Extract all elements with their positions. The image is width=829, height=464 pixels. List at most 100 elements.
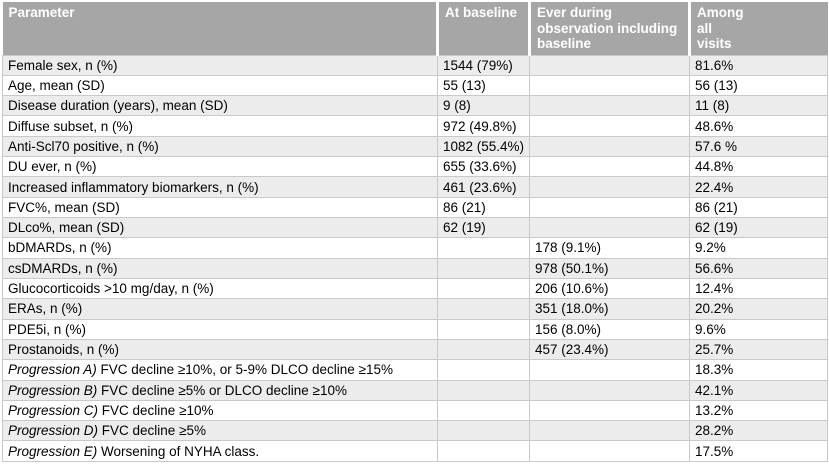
at-baseline-cell (437, 440, 530, 462)
ever-during-cell: 978 (50.1%) (529, 257, 690, 279)
table-row: Progression D) FVC decline ≥5% 28.2% (2, 420, 828, 442)
ever-during-cell (529, 359, 690, 381)
column-header-at-baseline: At baseline (436, 2, 530, 55)
parameter-text: PDE5i, n (%) (8, 321, 87, 337)
table-row: Glucocorticoids >10 mg/day, n (%) 206 (1… (2, 277, 828, 300)
table-row: PDE5i, n (%) 156 (8.0%) 9.6% (2, 318, 828, 340)
at-baseline-cell (437, 420, 530, 442)
parameter-cell: Age, mean (SD) (2, 74, 438, 97)
table-row: Progression A) FVC decline ≥10%, or 5-9%… (2, 359, 828, 381)
parameter-cell: FVC%, mean (SD) (2, 196, 438, 219)
ever-during-cell (529, 176, 690, 198)
at-baseline-cell: 972 (49.8%) (437, 115, 530, 137)
parameter-text: Prostanoids, n (%) (8, 342, 120, 358)
parameter-italic-prefix: Progression D) (8, 423, 99, 439)
header-row: Parameter At baseline Ever during observ… (2, 2, 828, 55)
parameter-cell: Progression C) FVC decline ≥10% (2, 399, 438, 422)
table-body: Female sex, n (%) 1544 (79%) 81.6% Age, … (2, 54, 828, 462)
among-all-visits-cell: 42.1% (689, 379, 828, 401)
parameter-cell: Progression E) Worsening of NYHA class. (2, 440, 438, 462)
at-baseline-cell (437, 257, 530, 279)
column-header-parameter: Parameter (2, 2, 438, 55)
parameter-italic-prefix: Progression A) (8, 362, 97, 378)
ever-during-cell (529, 216, 690, 239)
ever-during-cell (529, 135, 690, 158)
parameter-text: Increased inflammatory biomarkers, n (%) (8, 179, 259, 195)
table-row: Increased inflammatory biomarkers, n (%)… (2, 176, 828, 198)
table-row: csDMARDs, n (%) 978 (50.1%) 56.6% (2, 257, 828, 279)
table-row: FVC%, mean (SD) 86 (21) 86 (21) (2, 196, 828, 219)
among-all-visits-cell: 28.2% (689, 420, 828, 442)
ever-during-cell (529, 156, 690, 178)
among-all-visits-cell: 12.4% (689, 277, 828, 300)
among-all-visits-cell: 56.6% (689, 257, 828, 279)
parameter-cell: Diffuse subset, n (%) (2, 115, 438, 137)
among-all-visits-cell: 81.6% (689, 54, 828, 76)
table-row: Age, mean (SD) 55 (13) 56 (13) (2, 74, 828, 97)
parameter-text: Female sex, n (%) (8, 57, 118, 73)
parameter-cell: DU ever, n (%) (2, 156, 438, 178)
parameter-text: FVC decline ≥10%, or 5-9% DLCO decline ≥… (96, 362, 393, 378)
among-all-visits-cell: 18.3% (689, 359, 828, 381)
parameter-text: Age, mean (SD) (8, 77, 105, 93)
parameter-cell: Progression A) FVC decline ≥10%, or 5-9%… (2, 359, 438, 381)
parameter-text: csDMARDs, n (%) (8, 260, 118, 276)
among-all-visits-cell: 56 (13) (689, 74, 828, 97)
at-baseline-cell (437, 399, 530, 422)
parameter-cell: Progression B) FVC decline ≥5% or DLCO d… (2, 379, 438, 401)
table-row: ERAs, n (%) 351 (18.0%) 20.2% (2, 298, 828, 320)
parameter-cell: ERAs, n (%) (2, 298, 438, 320)
among-all-visits-cell: 17.5% (689, 440, 828, 462)
among-all-visits-cell: 62 (19) (689, 216, 828, 239)
ever-during-cell: 156 (8.0%) (529, 318, 690, 340)
at-baseline-cell: 9 (8) (437, 95, 530, 117)
at-baseline-cell: 86 (21) (437, 196, 530, 219)
ever-during-cell (529, 74, 690, 97)
parameter-text: Disease duration (years), mean (SD) (8, 98, 228, 114)
parameter-cell: csDMARDs, n (%) (2, 257, 438, 279)
table-row: Progression E) Worsening of NYHA class. … (2, 440, 828, 462)
column-header-ever-during: Ever during observation including baseli… (528, 2, 690, 55)
parameter-text: DLco%, mean (SD) (8, 220, 125, 236)
parameter-text: ERAs, n (%) (8, 301, 83, 317)
parameter-text: Anti-Scl70 positive, n (%) (8, 138, 159, 154)
parameter-text: bDMARDs, n (%) (8, 240, 112, 256)
among-all-visits-cell: 9.2% (689, 237, 828, 259)
table-row: bDMARDs, n (%) 178 (9.1%) 9.2% (2, 237, 828, 259)
parameter-cell: bDMARDs, n (%) (2, 237, 438, 259)
parameter-text: DU ever, n (%) (8, 159, 97, 175)
among-all-visits-cell: 57.6 % (689, 135, 828, 158)
ever-during-cell: 351 (18.0%) (529, 298, 690, 320)
among-all-visits-cell: 22.4% (689, 176, 828, 198)
parameter-text: FVC decline ≥10% (98, 402, 214, 418)
table-row: DU ever, n (%) 655 (33.6%) 44.8% (2, 156, 828, 178)
ever-during-cell (529, 440, 690, 462)
parameter-cell: Increased inflammatory biomarkers, n (%) (2, 176, 438, 198)
among-all-visits-cell: 11 (8) (689, 95, 828, 117)
parameter-text: Diffuse subset, n (%) (8, 118, 134, 134)
at-baseline-cell (437, 379, 530, 401)
parameter-text: Worsening of NYHA class. (97, 443, 260, 459)
at-baseline-cell (437, 338, 530, 361)
among-all-visits-cell: 44.8% (689, 156, 828, 178)
at-baseline-cell: 461 (23.6%) (437, 176, 530, 198)
table-row: Progression C) FVC decline ≥10% 13.2% (2, 399, 828, 422)
among-all-visits-cell: 48.6% (689, 115, 828, 137)
parameter-cell: PDE5i, n (%) (2, 318, 438, 340)
at-baseline-cell (437, 318, 530, 340)
parameter-cell: Glucocorticoids >10 mg/day, n (%) (2, 277, 438, 300)
table-row: Disease duration (years), mean (SD) 9 (8… (2, 95, 828, 117)
parameter-italic-prefix: Progression C) (8, 402, 99, 418)
ever-during-cell (529, 420, 690, 442)
parameter-cell: Disease duration (years), mean (SD) (2, 95, 438, 117)
parameter-italic-prefix: Progression E) (8, 443, 98, 459)
parameter-italic-prefix: Progression B) (8, 382, 98, 398)
table-row: Progression B) FVC decline ≥5% or DLCO d… (2, 379, 828, 401)
parameter-cell: Progression D) FVC decline ≥5% (2, 420, 438, 442)
table-row: Female sex, n (%) 1544 (79%) 81.6% (2, 54, 828, 76)
ever-during-cell (529, 54, 690, 76)
parameter-text: Glucocorticoids >10 mg/day, n (%) (8, 281, 214, 297)
at-baseline-cell: 62 (19) (437, 216, 530, 239)
